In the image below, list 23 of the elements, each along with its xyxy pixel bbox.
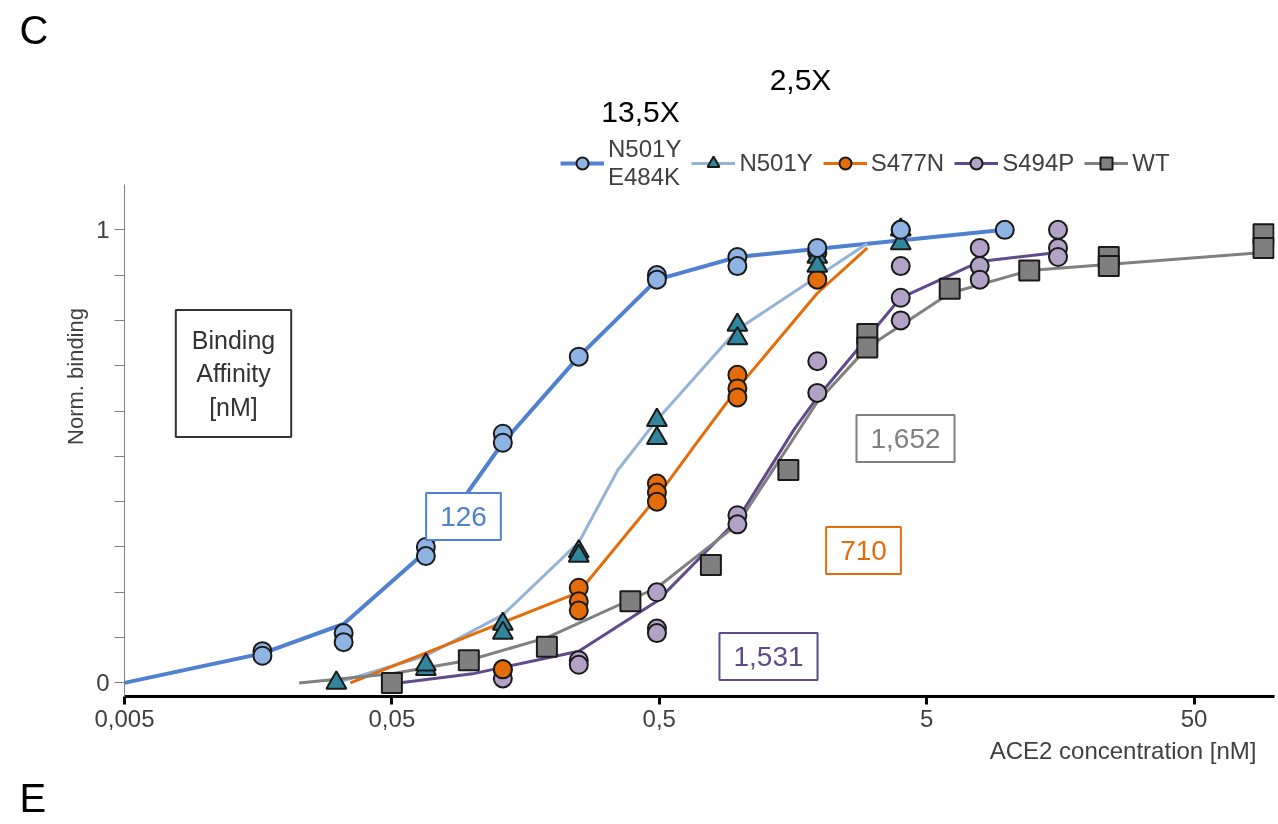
x-tick-label: 0,005 — [94, 704, 155, 732]
legend-label: N501Y E484K — [608, 135, 682, 191]
y-axis-title: Norm. binding — [63, 308, 89, 445]
chart-title: C — [19, 7, 49, 52]
x-axis-title: ACE2 concentration [nM] — [989, 736, 1257, 764]
text: 13,5X — [601, 95, 680, 128]
legend-label: WT — [1132, 149, 1170, 177]
y-tick-label: 1 — [96, 216, 110, 244]
x-tick-label: 5 — [919, 704, 934, 732]
annotation: Binding Affinity [nM] — [191, 325, 276, 422]
legend-label: S477N — [870, 149, 945, 177]
annotation: 710 — [840, 535, 887, 566]
y-tick-label: 0 — [96, 669, 110, 697]
x-tick-label: 50 — [1180, 704, 1208, 732]
annotation: 1,531 — [733, 641, 804, 672]
legend-label: S494P — [1002, 149, 1075, 177]
text: 2,5X — [769, 63, 832, 96]
annotation: 1,652 — [870, 423, 941, 454]
x-tick-label: 0,5 — [642, 704, 676, 732]
annotation: 126 — [440, 501, 487, 532]
text: E — [19, 775, 47, 820]
legend-label: N501Y — [739, 149, 813, 177]
x-tick-label: 0,05 — [368, 704, 416, 732]
